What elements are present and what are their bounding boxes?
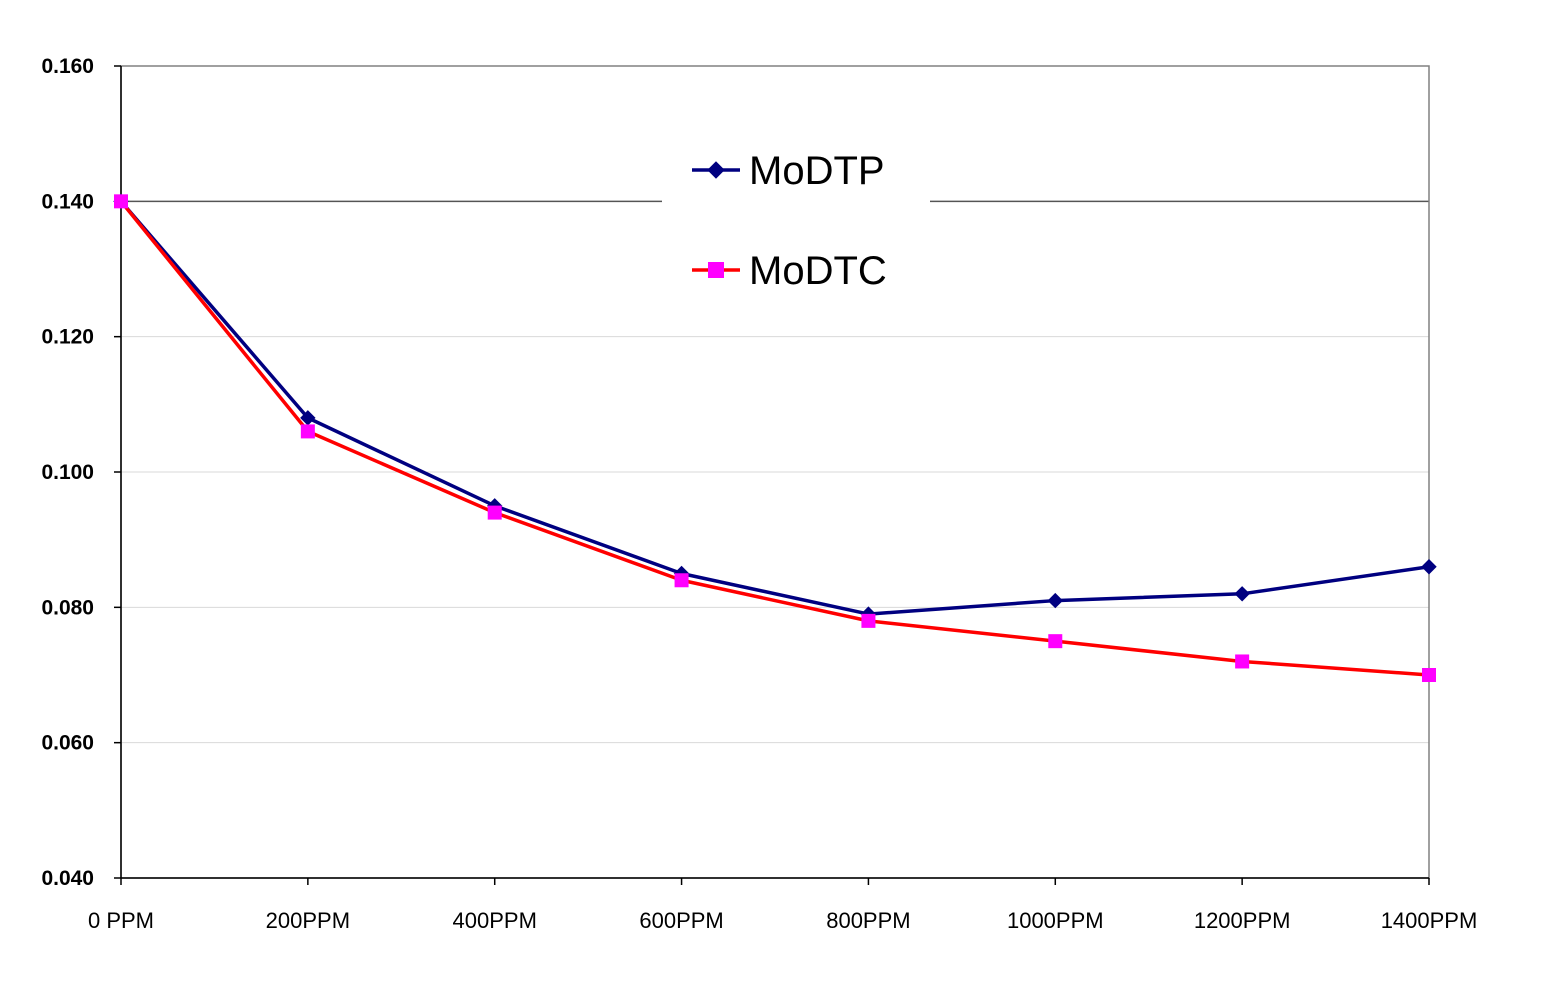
y-tick-label: 0.120 xyxy=(41,326,94,349)
legend-marker-modtc xyxy=(708,262,724,278)
y-tick-label: 0.160 xyxy=(41,55,94,78)
legend-background xyxy=(662,128,930,308)
legend-marker-modtp xyxy=(707,161,725,179)
x-tick-label: 200PPM xyxy=(266,908,350,933)
y-tick-label: 0.100 xyxy=(41,461,94,484)
data-point-modtp xyxy=(1234,586,1250,602)
data-point-modtp xyxy=(1047,592,1063,609)
y-tick-label: 0.080 xyxy=(41,596,94,619)
series-layer xyxy=(113,193,1437,682)
x-tick-label: 600PPM xyxy=(639,908,723,933)
y-tick-label: 0.060 xyxy=(41,732,94,755)
data-point-modtc xyxy=(114,194,128,209)
series-line-modtc xyxy=(119,200,1430,677)
y-tick-label: 0.140 xyxy=(41,190,94,213)
data-point-modtc xyxy=(1048,634,1063,649)
data-point-modtp xyxy=(1421,559,1437,575)
x-tick-label: 800PPM xyxy=(826,908,910,933)
x-tick-label: 1000PPM xyxy=(1007,908,1104,933)
data-point-modtc xyxy=(674,573,689,588)
data-point-modtc xyxy=(1235,654,1250,669)
x-tick-label: 1400PPM xyxy=(1381,908,1478,933)
data-point-modtc xyxy=(300,424,315,439)
legend-label-modtp: MoDTP xyxy=(749,149,885,193)
x-tick-label: 0 PPM xyxy=(88,908,154,933)
y-tick-label: 0.040 xyxy=(41,867,94,890)
legend: MoDTP MoDTC xyxy=(662,128,930,308)
series-line-modtp xyxy=(119,200,1430,616)
x-tick-label: 400PPM xyxy=(453,908,537,933)
data-point-modtc xyxy=(861,613,876,628)
data-point-modtc xyxy=(1422,668,1436,682)
legend-label-modtc: MoDTC xyxy=(749,249,887,293)
data-point-modtc xyxy=(487,505,502,520)
axes: 0.040 0.060 0.080 0.100 0.120 0.140 0.160 0 PPM… xyxy=(41,55,1477,933)
x-tick-label: 1200PPM xyxy=(1194,908,1291,933)
